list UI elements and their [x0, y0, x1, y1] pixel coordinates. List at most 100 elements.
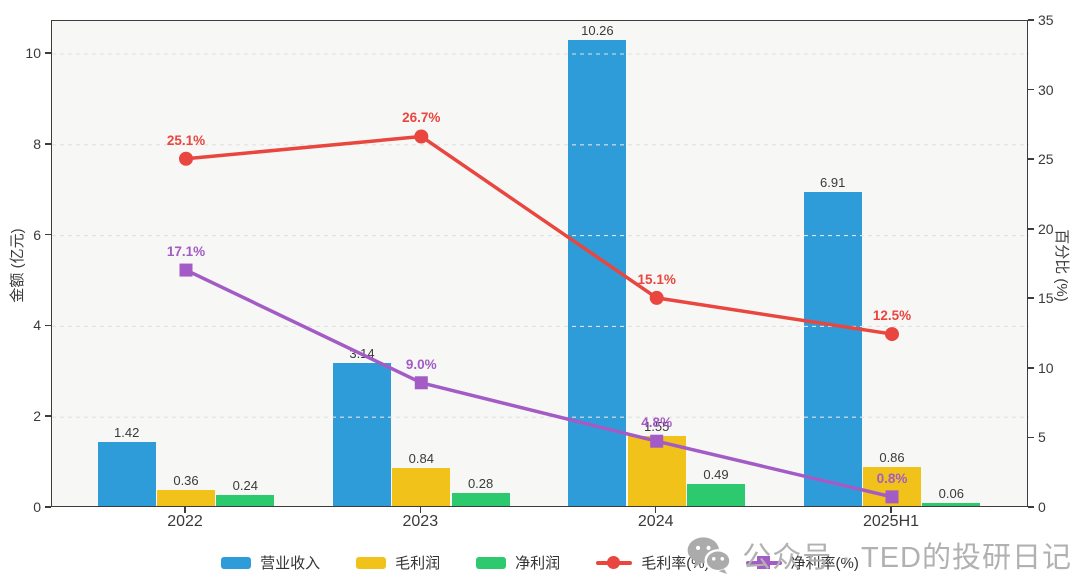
pct-label-net-margin-2024: 4.8%	[641, 415, 673, 431]
left-axis-title: 金额 (亿元)	[9, 228, 26, 303]
left-tick-label: 10	[25, 45, 41, 61]
bar-value-revenue-2022: 1.42	[114, 424, 140, 440]
legend-item-gross-profit: 毛利润	[356, 552, 440, 573]
right-tick-label: 10	[1038, 359, 1054, 376]
marker-net-margin-2025H1	[885, 490, 899, 504]
x-tick-label-2024: 2024	[637, 513, 674, 530]
right-tick-label: 35	[1038, 12, 1054, 28]
left-tick-label: 8	[33, 135, 41, 152]
legend-label-gross-profit: 毛利润	[395, 555, 441, 572]
legend-item-revenue: 营业收入	[221, 552, 320, 573]
pct-label-net-margin-2022: 17.1%	[166, 244, 206, 260]
left-tick-label: 6	[33, 226, 41, 243]
pct-label-gross-margin-2023: 26.7%	[402, 110, 441, 126]
x-tick-label-2022: 2022	[167, 513, 203, 530]
legend-swatch-net-profit	[476, 556, 507, 569]
wechat-icon	[687, 537, 732, 574]
right-tick-label: 20	[1038, 220, 1054, 237]
x-tick-label-2023: 2023	[402, 513, 439, 530]
bar-revenue-2025H1	[803, 192, 862, 506]
pct-label-gross-margin-2022: 25.1%	[166, 132, 206, 148]
marker-gross-margin-2025H1	[885, 327, 899, 342]
marker-net-margin-2022	[179, 263, 193, 277]
left-tick	[45, 506, 51, 508]
bar-value-gross-profit-2025H1: 0.86	[879, 449, 905, 465]
right-tick-label: 25	[1038, 151, 1054, 168]
left-tick-label: 4	[33, 317, 41, 334]
right-tick-label: 30	[1038, 81, 1054, 98]
bar-value-net-profit-2023: 0.28	[467, 476, 494, 492]
line-gross-margin	[185, 134, 893, 336]
pct-label-gross-margin-2025H1: 12.5%	[872, 308, 912, 324]
legend-item-net-profit: 净利润	[476, 552, 560, 573]
watermark: 公众号 · TED的投研日记	[686, 534, 1072, 576]
x-tick-label-2025H1: 2025H1	[862, 513, 920, 530]
right-tick	[1028, 88, 1034, 91]
legend-marker-gross-margin	[607, 556, 621, 569]
legend-label-net-profit: 净利润	[515, 555, 561, 572]
pct-label-gross-margin-2024: 15.1%	[637, 271, 676, 287]
legend-swatch-revenue	[221, 556, 252, 569]
right-tick-label: 0	[1038, 499, 1046, 515]
line-net-margin	[185, 268, 893, 499]
marker-net-margin-2023	[414, 376, 428, 390]
legend: 营业收入 毛利润 净利润 毛利率(%) 净利率(%)	[0, 552, 1080, 573]
right-tick-label: 15	[1038, 290, 1054, 307]
line-series-layer	[179, 129, 899, 504]
bar-value-gross-profit-2022: 0.36	[173, 472, 199, 488]
right-tick	[1028, 436, 1034, 439]
legend-label-revenue: 营业收入	[260, 555, 321, 572]
right-tick	[1028, 506, 1034, 508]
left-tick	[45, 324, 51, 327]
bar-net-profit-2025H1	[922, 503, 981, 506]
x-tick	[419, 507, 422, 513]
pct-label-net-margin-2025H1: 0.8%	[876, 470, 908, 486]
right-axis-title: 百分比 (%)	[1053, 229, 1070, 302]
marker-gross-margin-2024	[649, 290, 664, 305]
marker-gross-margin-2023	[414, 129, 429, 144]
left-tick	[45, 143, 51, 145]
bar-net-profit-2024	[687, 483, 745, 506]
bar-value-revenue-2025H1: 6.91	[820, 175, 846, 191]
legend-line-swatch-gross-margin	[596, 556, 633, 570]
bar-revenue-2022	[97, 441, 156, 506]
bar-value-net-profit-2024: 0.49	[703, 466, 729, 482]
bar-value-net-profit-2025H1: 0.06	[938, 486, 964, 502]
x-tick	[184, 507, 186, 513]
right-tick	[1028, 158, 1034, 160]
gridlines	[52, 53, 1029, 418]
plot-area: 1.42 3.14 10.26 6.91 0.36 0.84 1.55 0.86 0.24 0.2…	[51, 20, 1029, 507]
marker-net-margin-2024	[650, 434, 664, 448]
legend-marker-net-margin	[756, 556, 770, 569]
legend-label-net-margin: 净利率(%)	[790, 555, 859, 572]
right-tick	[1028, 19, 1034, 21]
right-tick-label: 5	[1038, 429, 1046, 446]
bar-gross-profit-2023	[392, 467, 451, 506]
watermark-text: 公众号 · TED的投研日记	[742, 542, 1072, 574]
bar-gross-profit-2022	[157, 489, 215, 506]
bar-net-profit-2023	[451, 493, 510, 506]
bar-revenue-2024	[568, 40, 627, 506]
left-tick-label: 0	[33, 499, 41, 515]
legend-line-swatch-net-margin	[745, 556, 782, 570]
bar-revenue-2023	[333, 363, 391, 506]
x-tick	[890, 507, 892, 513]
bar-value-net-profit-2022: 0.24	[232, 478, 258, 494]
bar-value-gross-profit-2024: 1.55	[644, 418, 670, 434]
left-tick	[45, 233, 51, 236]
bar-net-profit-2022	[216, 495, 275, 506]
bar-value-gross-profit-2023: 0.84	[408, 450, 434, 466]
x-tick	[654, 507, 657, 513]
bar-value-revenue-2024: 10.26	[581, 23, 614, 39]
left-tick	[45, 52, 51, 54]
right-tick	[1028, 367, 1034, 369]
left-tick-label: 2	[33, 408, 41, 425]
right-tick	[1028, 227, 1034, 230]
left-tick	[45, 415, 51, 417]
right-tick	[1028, 297, 1034, 300]
marker-gross-margin-2022	[179, 151, 193, 166]
pct-label-net-margin-2023: 9.0%	[405, 356, 437, 372]
legend-swatch-gross-profit	[356, 556, 387, 569]
legend-item-net-margin: 净利率(%)	[745, 552, 859, 573]
